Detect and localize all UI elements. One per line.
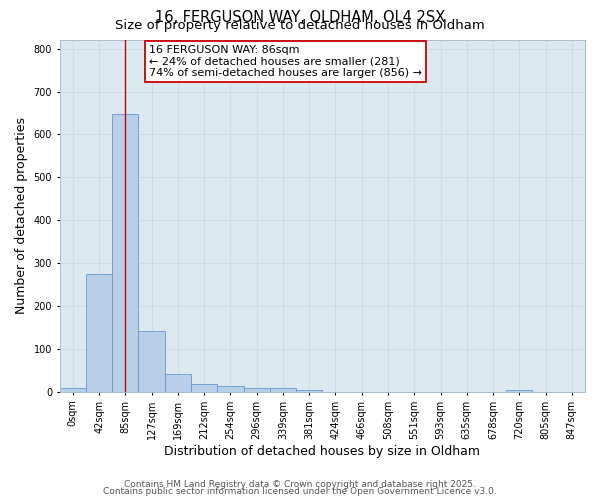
- Bar: [59, 388, 86, 392]
- Text: Contains public sector information licensed under the Open Government Licence v3: Contains public sector information licen…: [103, 487, 497, 496]
- Bar: [506, 390, 532, 392]
- Bar: [86, 274, 112, 392]
- Text: Contains HM Land Registry data © Crown copyright and database right 2025.: Contains HM Land Registry data © Crown c…: [124, 480, 476, 489]
- Bar: [165, 374, 191, 392]
- Bar: [244, 388, 270, 392]
- Text: 16, FERGUSON WAY, OLDHAM, OL4 2SX: 16, FERGUSON WAY, OLDHAM, OL4 2SX: [155, 10, 445, 25]
- Bar: [191, 384, 217, 392]
- X-axis label: Distribution of detached houses by size in Oldham: Distribution of detached houses by size …: [164, 444, 481, 458]
- Bar: [217, 386, 244, 392]
- Bar: [139, 331, 165, 392]
- Text: Size of property relative to detached houses in Oldham: Size of property relative to detached ho…: [115, 19, 485, 32]
- Y-axis label: Number of detached properties: Number of detached properties: [15, 118, 28, 314]
- Bar: [112, 114, 139, 392]
- Bar: [270, 388, 296, 392]
- Bar: [296, 390, 322, 392]
- Text: 16 FERGUSON WAY: 86sqm
← 24% of detached houses are smaller (281)
74% of semi-de: 16 FERGUSON WAY: 86sqm ← 24% of detached…: [149, 46, 422, 78]
